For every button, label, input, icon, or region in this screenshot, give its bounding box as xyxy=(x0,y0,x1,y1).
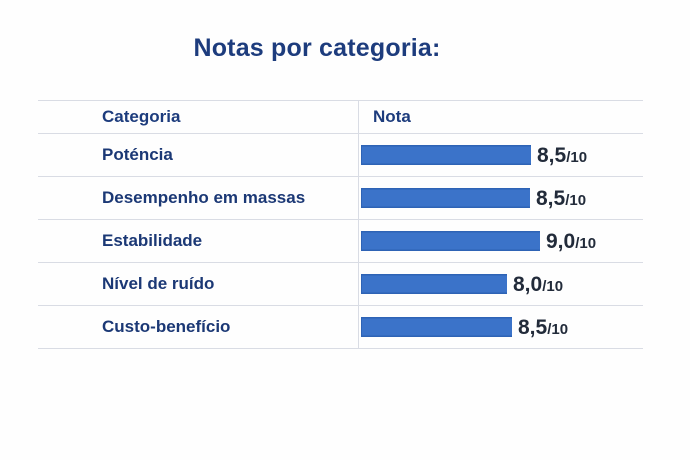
page-title: Notas por categoria: xyxy=(193,34,441,62)
column-header-categoria: Categoria xyxy=(102,107,181,126)
table-row: Custo-benefício 8,5/10 xyxy=(38,306,643,349)
category-label: Custo-benefício xyxy=(102,317,231,336)
table-row: Desempenho em massas 8,5/10 xyxy=(38,177,643,220)
score-bar xyxy=(361,274,507,294)
score-cell: 8,5/10 xyxy=(358,306,643,348)
score-cell: 9,0/10 xyxy=(358,220,643,262)
score-value: 8,5 xyxy=(518,315,548,339)
category-label: Desempenho em massas xyxy=(102,188,306,207)
score-denominator: /10 xyxy=(575,234,597,252)
score-bar xyxy=(361,145,531,165)
table-row: Estabilidade 9,0/10 xyxy=(38,220,643,263)
score-denominator: /10 xyxy=(566,148,588,166)
score-value: 9,0 xyxy=(546,229,576,253)
score-cell: 8,5/10 xyxy=(358,177,643,219)
score-value: 8,5 xyxy=(537,143,567,167)
score-text: 8,5/10 xyxy=(518,317,568,338)
table-body: Poténcia 8,5/10 Desempenho em massas 8,5… xyxy=(38,134,643,349)
score-cell: 8,5/10 xyxy=(358,134,643,176)
column-header-nota: Nota xyxy=(358,101,643,133)
score-denominator: /10 xyxy=(547,320,569,338)
table-header-row: Categoria Nota xyxy=(38,101,643,134)
score-value: 8,5 xyxy=(536,186,566,210)
score-denominator: /10 xyxy=(542,277,564,295)
score-bar xyxy=(361,231,540,251)
score-value: 8,0 xyxy=(513,272,543,296)
ratings-table: Categoria Nota Poténcia 8,5/10 Desempenh… xyxy=(38,100,643,349)
score-cell: 8,0/10 xyxy=(358,263,643,305)
score-text: 8,5/10 xyxy=(536,188,586,209)
score-denominator: /10 xyxy=(565,191,587,209)
table-row: Nível de ruído 8,0/10 xyxy=(38,263,643,306)
score-text: 9,0/10 xyxy=(546,231,596,252)
score-text: 8,0/10 xyxy=(513,274,563,295)
table-row: Poténcia 8,5/10 xyxy=(38,134,643,177)
category-label: Nível de ruído xyxy=(102,274,215,293)
score-bar xyxy=(361,188,530,208)
score-text: 8,5/10 xyxy=(537,145,587,166)
category-label: Poténcia xyxy=(102,145,173,164)
score-bar xyxy=(361,317,512,337)
category-label: Estabilidade xyxy=(102,231,203,250)
